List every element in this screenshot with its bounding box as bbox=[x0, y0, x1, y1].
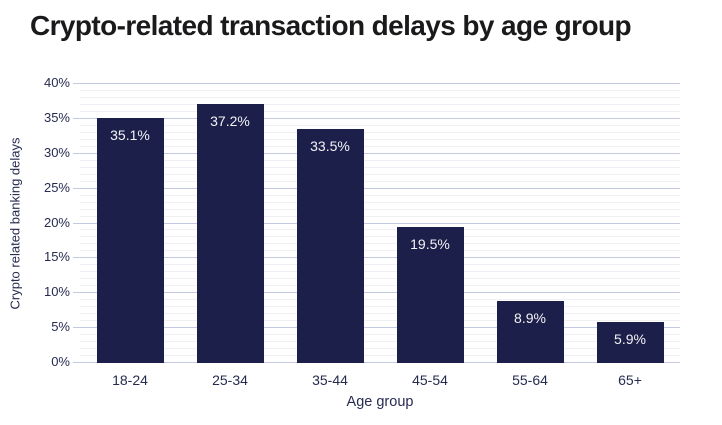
gridline-minor bbox=[80, 131, 680, 133]
gridline-major bbox=[73, 222, 680, 224]
gridline-minor bbox=[80, 348, 680, 350]
gridline-minor bbox=[80, 320, 680, 322]
gridline-minor bbox=[80, 271, 680, 273]
gridline-minor bbox=[80, 124, 680, 126]
gridline-major bbox=[73, 257, 680, 259]
gridline-minor bbox=[80, 278, 680, 280]
bar-value-label: 8.9% bbox=[514, 309, 546, 326]
x-tick-label: 18-24 bbox=[112, 372, 148, 388]
gridline-minor bbox=[80, 285, 680, 287]
x-tick-label: 45-54 bbox=[412, 372, 448, 388]
bar-value-label: 33.5% bbox=[310, 138, 350, 155]
bar: 37.2% bbox=[196, 103, 264, 363]
gridline-major bbox=[73, 152, 680, 154]
gridline-minor bbox=[80, 341, 680, 343]
y-tick-label: 30% bbox=[43, 144, 70, 160]
x-tick-label: 55-64 bbox=[512, 372, 548, 388]
y-tick-label: 0% bbox=[51, 354, 70, 369]
gridline-minor bbox=[80, 96, 680, 98]
gridline-minor bbox=[80, 299, 680, 301]
y-tick-label: 35% bbox=[43, 109, 70, 125]
gridline-minor bbox=[80, 243, 680, 245]
gridline-minor bbox=[80, 306, 680, 308]
y-tick-label: 15% bbox=[43, 249, 70, 265]
bar: 33.5% bbox=[296, 129, 364, 363]
y-tick-label: 25% bbox=[43, 179, 70, 195]
bar-value-label: 19.5% bbox=[410, 236, 450, 252]
chart-title: Crypto-related transaction delays by age… bbox=[30, 10, 632, 41]
x-axis-label: Age group bbox=[346, 394, 414, 410]
gridline-minor bbox=[80, 208, 680, 210]
gridline-minor bbox=[80, 138, 680, 140]
gridline-major bbox=[73, 83, 680, 84]
gridline-minor bbox=[80, 334, 680, 336]
plot-area: 0% 5% 10% 15% 20% 25% 30% 35% 40% 35.1% 18-24 37.2%… bbox=[44, 75, 680, 388]
gridline-minor bbox=[80, 201, 680, 203]
gridline-major bbox=[73, 292, 680, 294]
bar: 5.9% bbox=[596, 321, 664, 363]
x-tick-label: 35-44 bbox=[312, 372, 348, 388]
y-axis-label: Crypto related banking delays bbox=[7, 137, 23, 310]
y-tick-label: 10% bbox=[43, 284, 70, 300]
gridline-minor bbox=[80, 355, 680, 357]
gridline-minor bbox=[80, 264, 680, 266]
gridline-minor bbox=[80, 173, 680, 175]
gridline-minor bbox=[80, 110, 680, 112]
gridline-minor bbox=[80, 215, 680, 217]
bar: 19.5% bbox=[396, 227, 464, 363]
bar-value-label: 37.2% bbox=[210, 112, 250, 129]
bar-value-label: 5.9% bbox=[614, 330, 646, 347]
gridline-minor bbox=[80, 166, 680, 168]
bar: 35.1% bbox=[96, 118, 164, 363]
gridline-minor bbox=[80, 103, 680, 105]
gridline-major bbox=[73, 327, 680, 329]
gridline-minor bbox=[80, 236, 680, 238]
gridline-minor bbox=[80, 180, 680, 182]
gridline-minor bbox=[80, 194, 680, 196]
y-tick-label: 40% bbox=[43, 75, 70, 90]
gridline-minor bbox=[80, 250, 680, 252]
y-tick-label: 5% bbox=[51, 319, 70, 335]
gridline-major bbox=[73, 362, 680, 363]
gridline-minor bbox=[80, 159, 680, 161]
gridline-minor bbox=[80, 313, 680, 315]
gridline-minor bbox=[80, 89, 680, 91]
bar-value-label: 35.1% bbox=[110, 127, 150, 144]
x-tick-label: 25-34 bbox=[212, 372, 248, 388]
y-tick-label: 20% bbox=[43, 214, 70, 230]
gridline-minor bbox=[80, 229, 680, 231]
gridline-minor bbox=[80, 145, 680, 147]
gridline-major bbox=[73, 187, 680, 189]
gridline-major bbox=[73, 117, 680, 119]
x-tick-label: 65+ bbox=[618, 372, 642, 388]
bar: 8.9% bbox=[496, 300, 564, 363]
